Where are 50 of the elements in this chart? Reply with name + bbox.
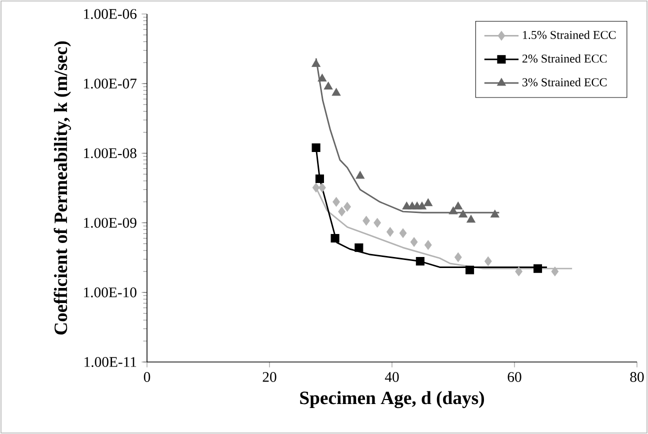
point xyxy=(312,59,320,67)
point xyxy=(458,210,468,218)
point xyxy=(454,202,463,210)
point xyxy=(324,82,333,90)
point xyxy=(490,210,500,218)
point xyxy=(312,182,320,192)
legend-label: 1.5% Strained ECC xyxy=(522,30,616,40)
point xyxy=(466,214,476,223)
y-tick-label: 1.00E-10 xyxy=(84,287,136,298)
point xyxy=(338,206,346,216)
point xyxy=(330,234,340,243)
point xyxy=(318,74,327,82)
legend-label: 3% Strained ECC xyxy=(522,78,607,86)
point xyxy=(354,243,364,252)
point xyxy=(374,218,381,228)
point xyxy=(454,252,462,262)
x-tick-label: 0 xyxy=(144,372,150,382)
x-tick-label: 20 xyxy=(262,372,276,382)
point xyxy=(534,264,542,273)
x-tick-label: 40 xyxy=(384,372,399,382)
point xyxy=(484,256,492,266)
y-tick-label: 1.00E-06 xyxy=(84,9,137,19)
point xyxy=(344,202,351,212)
point xyxy=(386,227,394,237)
point xyxy=(466,266,474,274)
point xyxy=(318,182,326,192)
point xyxy=(399,228,407,238)
y-tick-label: 1.00E-11 xyxy=(84,357,136,367)
point xyxy=(332,197,340,207)
point xyxy=(424,198,433,206)
point xyxy=(332,88,341,96)
y-tick-label: 1.00E-07 xyxy=(84,78,137,89)
point xyxy=(356,170,365,179)
x-tick-label: 60 xyxy=(508,372,522,382)
y-axis-title: Coefficient of Permeability, k (m/sec) xyxy=(54,41,71,335)
x-axis-title: Specimen Age, d (days) xyxy=(300,391,484,408)
point xyxy=(418,202,426,210)
point xyxy=(551,266,559,276)
point xyxy=(312,143,320,152)
point xyxy=(416,257,424,266)
point xyxy=(515,266,522,276)
y-tick-label: 1.00E-08 xyxy=(84,148,136,158)
point xyxy=(362,216,370,226)
point xyxy=(315,174,324,183)
y-tick-label: 1.00E-09 xyxy=(84,218,136,228)
x-tick-label: 80 xyxy=(630,372,644,382)
point xyxy=(424,240,432,250)
legend-label: 2% Strained ECC xyxy=(522,54,607,63)
point xyxy=(410,237,418,247)
point xyxy=(448,206,458,214)
